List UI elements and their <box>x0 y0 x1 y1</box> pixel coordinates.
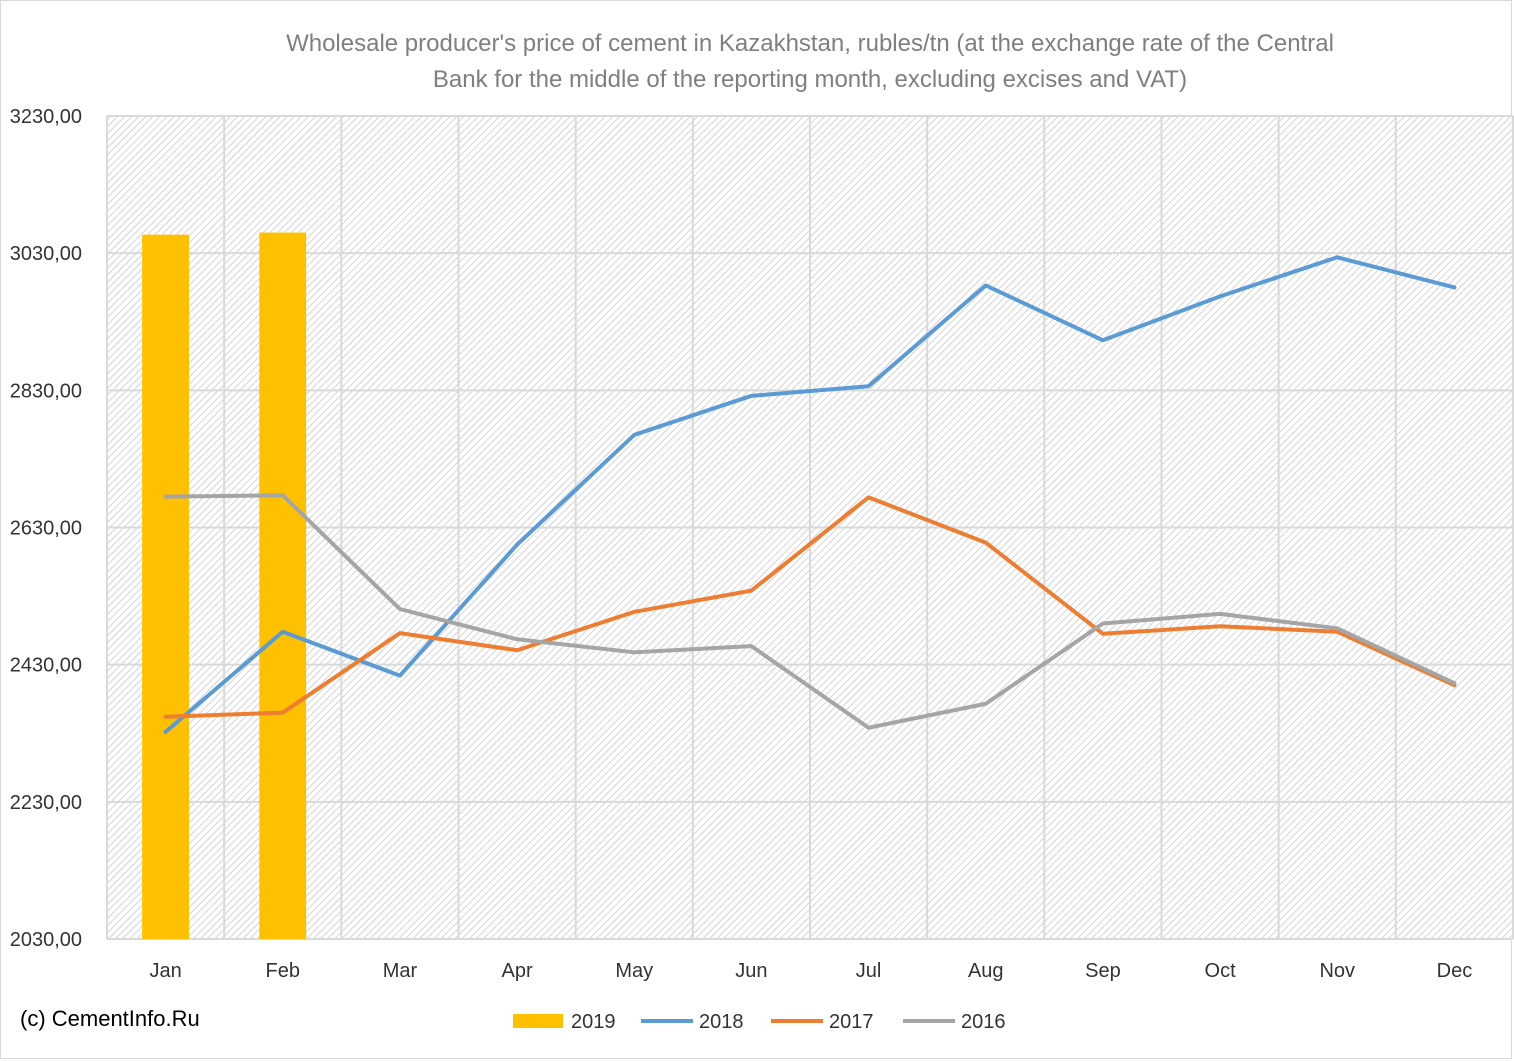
x-tick-label: Sep <box>1085 960 1121 982</box>
x-tick-label: Dec <box>1437 960 1473 982</box>
legend-label-2018: 2018 <box>699 1011 744 1033</box>
chart-title-line-2: Bank for the middle of the reporting mon… <box>432 66 1188 93</box>
y-tick-label: 2430,00 <box>10 655 82 677</box>
x-tick-label: Nov <box>1319 960 1355 982</box>
x-tick-label: May <box>615 960 653 982</box>
bar-2019-Feb <box>259 232 307 939</box>
y-tick-label: 2830,00 <box>10 380 82 402</box>
credit-text: (c) CementInfo.Ru <box>20 1006 200 1031</box>
y-tick-label: 2030,00 <box>10 929 82 951</box>
series-line-2016 <box>163 493 1457 730</box>
legend-label-2017: 2017 <box>829 1011 874 1033</box>
legend-label-2019: 2019 <box>571 1011 616 1033</box>
y-tick-label: 2630,00 <box>10 518 82 540</box>
chart-title-line-1: Wholesale producer's price of cement in … <box>286 30 1334 57</box>
x-tick-label: Aug <box>968 960 1004 982</box>
x-tick-label: Jul <box>856 960 882 982</box>
y-tick-label: 2230,00 <box>10 792 82 814</box>
x-tick-label: Feb <box>266 960 300 982</box>
x-tick-label: Apr <box>502 960 533 982</box>
y-tick-label: 3230,00 <box>10 106 82 128</box>
x-tick-label: Jan <box>149 960 181 982</box>
series-line-2017 <box>163 495 1457 719</box>
series-line-2018 <box>163 255 1457 734</box>
bar-2019-Jan <box>142 234 190 939</box>
x-tick-label: Jun <box>735 960 767 982</box>
legend-swatch-2019 <box>513 1014 563 1028</box>
x-tick-label: Mar <box>383 960 418 982</box>
y-tick-label: 3030,00 <box>10 243 82 265</box>
x-tick-label: Oct <box>1205 960 1237 982</box>
legend-label-2016: 2016 <box>961 1011 1006 1033</box>
